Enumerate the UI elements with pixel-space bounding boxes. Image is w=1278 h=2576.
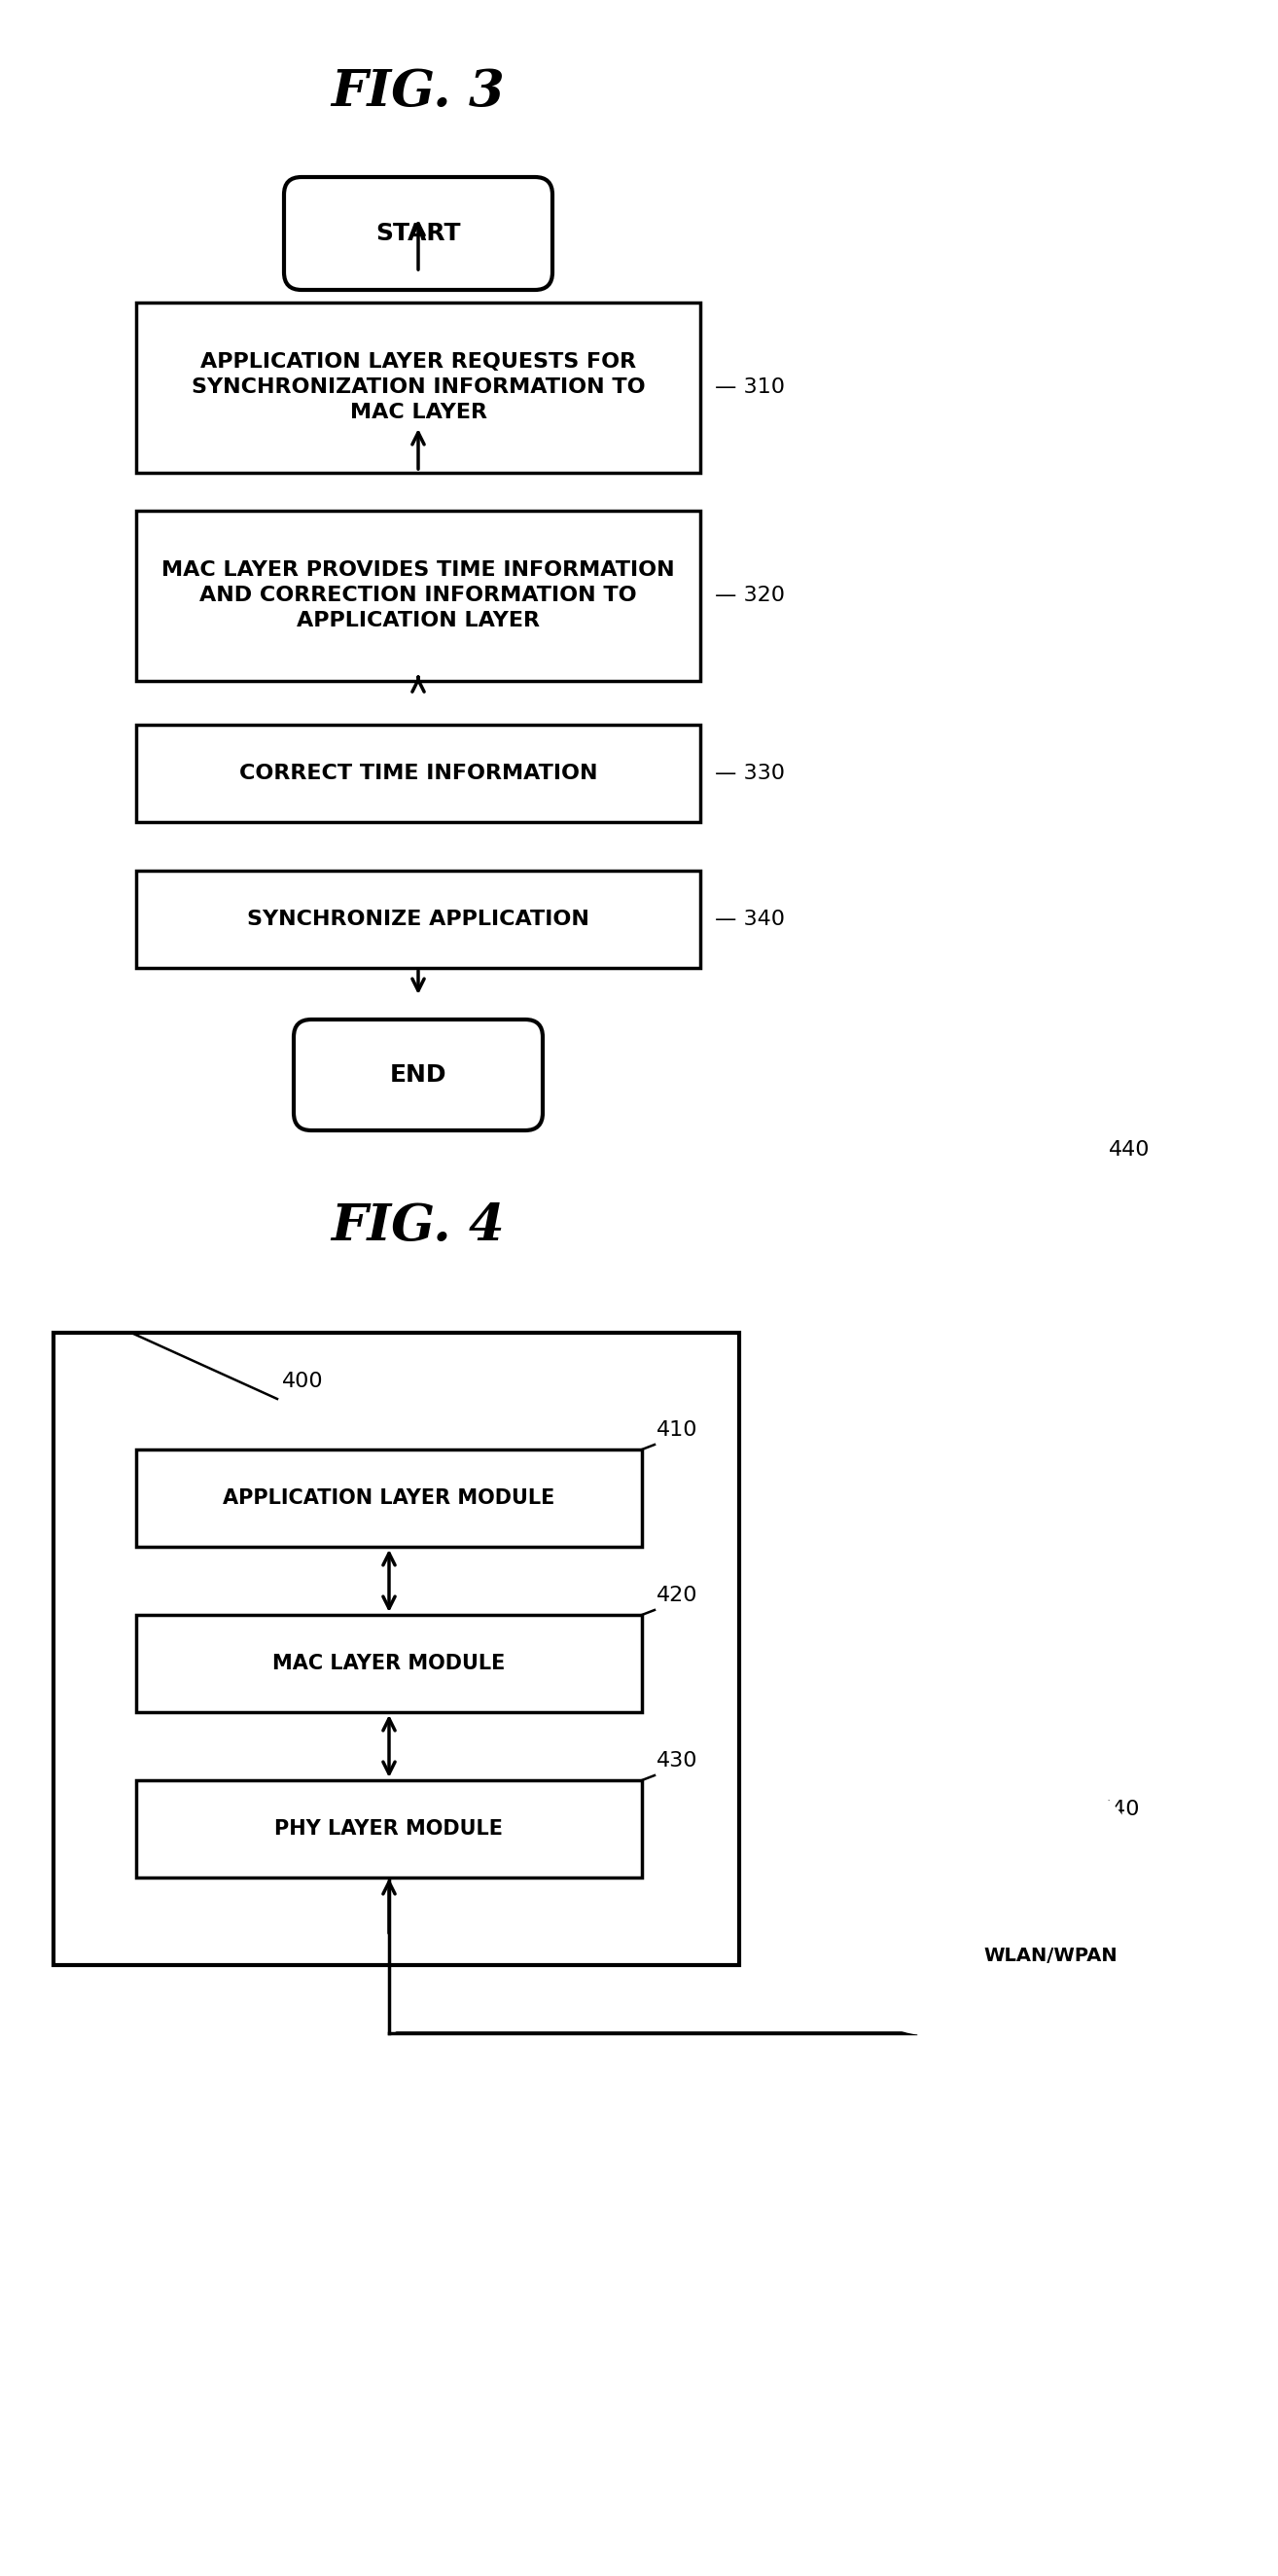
Text: MAC LAYER PROVIDES TIME INFORMATION
AND CORRECTION INFORMATION TO
APPLICATION LA: MAC LAYER PROVIDES TIME INFORMATION AND … [161, 559, 675, 631]
Text: END: END [390, 1064, 447, 1087]
Bar [137, 1780, 642, 1878]
Text: FIG. 4: FIG. 4 [331, 1200, 505, 1249]
Circle shape [919, 1960, 1065, 2107]
Bar [137, 724, 700, 822]
Circle shape [962, 1780, 1137, 1955]
Text: WLAN/WPAN: WLAN/WPAN [984, 1945, 1117, 1965]
Text: — 310: — 310 [714, 379, 785, 397]
Circle shape [1036, 1960, 1182, 2107]
Text: 440: 440 [1109, 1141, 1150, 1159]
Circle shape [1061, 1819, 1215, 1976]
Text: SYNCHRONIZE APPLICATION: SYNCHRONIZE APPLICATION [247, 909, 589, 930]
Text: 430: 430 [657, 1752, 698, 1770]
Text: PHY LAYER MODULE: PHY LAYER MODULE [275, 1819, 504, 1839]
Text: 420: 420 [657, 1587, 698, 1605]
Circle shape [856, 1896, 992, 2032]
Text: APPLICATION LAYER REQUESTS FOR
SYNCHRONIZATION INFORMATION TO
MAC LAYER: APPLICATION LAYER REQUESTS FOR SYNCHRONI… [192, 353, 645, 422]
Text: — 320: — 320 [714, 585, 785, 605]
Bar [137, 871, 700, 969]
Circle shape [875, 1808, 1051, 1984]
Text: MAC LAYER MODULE: MAC LAYER MODULE [272, 1654, 506, 1674]
Text: 440: 440 [1099, 1801, 1140, 1819]
Text: FIG. 3: FIG. 3 [331, 67, 505, 118]
Bar [137, 1615, 642, 1713]
Bar [137, 1450, 642, 1546]
Text: 410: 410 [657, 1419, 698, 1440]
Text: — 330: — 330 [714, 762, 785, 783]
Text: APPLICATION LAYER MODULE: APPLICATION LAYER MODULE [224, 1489, 555, 1507]
Bar [54, 1332, 739, 1965]
FancyBboxPatch shape [284, 178, 552, 291]
Text: START: START [376, 222, 461, 245]
Text: CORRECT TIME INFORMATION: CORRECT TIME INFORMATION [239, 762, 597, 783]
Circle shape [943, 1839, 1158, 2053]
Bar [137, 301, 700, 471]
Text: 400: 400 [282, 1370, 323, 1391]
FancyBboxPatch shape [294, 1020, 543, 1131]
Text: — 340: — 340 [714, 909, 785, 930]
Bar [137, 510, 700, 680]
Circle shape [1109, 1896, 1245, 2032]
